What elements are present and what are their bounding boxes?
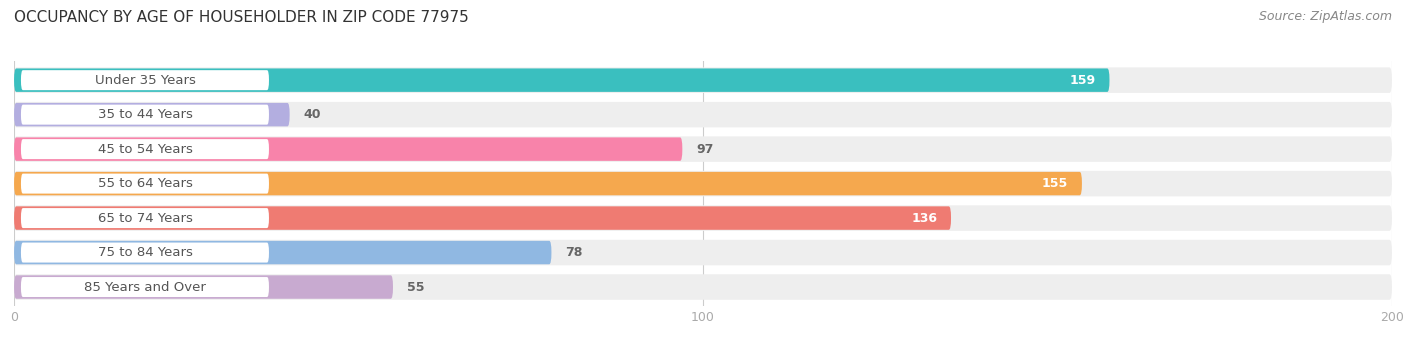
Text: 159: 159 <box>1070 74 1095 87</box>
Text: Under 35 Years: Under 35 Years <box>94 74 195 87</box>
FancyBboxPatch shape <box>14 68 1109 92</box>
Text: 55 to 64 Years: 55 to 64 Years <box>97 177 193 190</box>
FancyBboxPatch shape <box>14 206 950 230</box>
Text: 78: 78 <box>565 246 582 259</box>
FancyBboxPatch shape <box>21 277 269 297</box>
FancyBboxPatch shape <box>21 105 269 125</box>
FancyBboxPatch shape <box>14 172 1083 195</box>
Text: 136: 136 <box>911 211 938 225</box>
FancyBboxPatch shape <box>14 137 682 161</box>
FancyBboxPatch shape <box>14 274 1392 300</box>
Text: 155: 155 <box>1042 177 1069 190</box>
Text: 75 to 84 Years: 75 to 84 Years <box>97 246 193 259</box>
FancyBboxPatch shape <box>21 139 269 159</box>
FancyBboxPatch shape <box>14 240 1392 265</box>
Text: 97: 97 <box>696 142 713 156</box>
Text: 35 to 44 Years: 35 to 44 Years <box>97 108 193 121</box>
FancyBboxPatch shape <box>14 241 551 264</box>
FancyBboxPatch shape <box>14 103 290 126</box>
Text: Source: ZipAtlas.com: Source: ZipAtlas.com <box>1258 10 1392 23</box>
FancyBboxPatch shape <box>21 70 269 90</box>
FancyBboxPatch shape <box>14 275 394 299</box>
FancyBboxPatch shape <box>14 102 1392 128</box>
FancyBboxPatch shape <box>14 171 1392 197</box>
Text: 65 to 74 Years: 65 to 74 Years <box>97 211 193 225</box>
FancyBboxPatch shape <box>21 174 269 193</box>
Text: 45 to 54 Years: 45 to 54 Years <box>97 142 193 156</box>
FancyBboxPatch shape <box>14 67 1392 93</box>
FancyBboxPatch shape <box>21 242 269 262</box>
Text: OCCUPANCY BY AGE OF HOUSEHOLDER IN ZIP CODE 77975: OCCUPANCY BY AGE OF HOUSEHOLDER IN ZIP C… <box>14 10 468 25</box>
FancyBboxPatch shape <box>21 208 269 228</box>
FancyBboxPatch shape <box>14 205 1392 231</box>
Text: 55: 55 <box>406 280 425 293</box>
FancyBboxPatch shape <box>14 136 1392 162</box>
Text: 85 Years and Over: 85 Years and Over <box>84 280 205 293</box>
Text: 40: 40 <box>304 108 321 121</box>
